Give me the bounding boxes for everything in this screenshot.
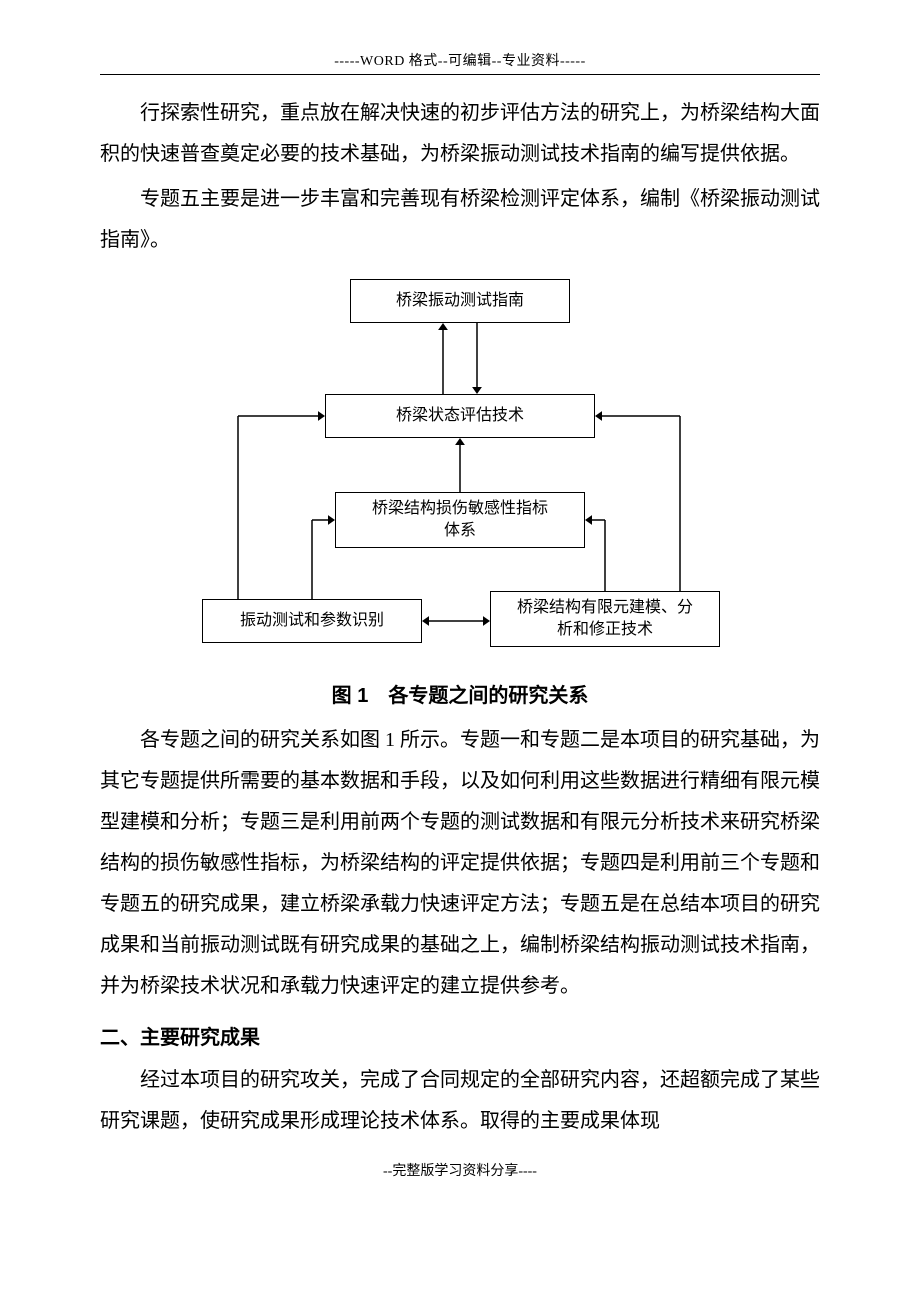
- flowchart-node-n3: 桥梁结构损伤敏感性指标体系: [335, 492, 585, 548]
- paragraph-3: 各专题之间的研究关系如图 1 所示。专题一和专题二是本项目的研究基础，为其它专题…: [100, 720, 820, 1007]
- paragraph-4: 经过本项目的研究攻关，完成了合同规定的全部研究内容，还超额完成了某些研究课题，使…: [100, 1060, 820, 1142]
- page-footer: --完整版学习资料分享----: [100, 1160, 820, 1180]
- flowchart-node-n4: 振动测试和参数识别: [202, 599, 422, 643]
- heading-section-2: 二、主要研究成果: [100, 1021, 820, 1050]
- figure-caption: 图 1 各专题之间的研究关系: [100, 679, 820, 708]
- paragraph-2: 专题五主要是进一步丰富和完善现有桥梁检测评定体系，编制《桥梁振动测试指南》。: [100, 179, 820, 261]
- flowchart-node-n5: 桥梁结构有限元建模、分析和修正技术: [490, 591, 720, 647]
- flowchart-node-n1: 桥梁振动测试指南: [350, 279, 570, 323]
- flowchart-node-n2: 桥梁状态评估技术: [325, 394, 595, 438]
- page-header: -----WORD 格式--可编辑--专业资料-----: [100, 50, 820, 75]
- figure-1: 桥梁振动测试指南桥梁状态评估技术桥梁结构损伤敏感性指标体系振动测试和参数识别 桥梁…: [100, 279, 820, 708]
- paragraph-1: 行探索性研究，重点放在解决快速的初步评估方法的研究上，为桥梁结构大面积的快速普查…: [100, 93, 820, 175]
- flowchart: 桥梁振动测试指南桥梁状态评估技术桥梁结构损伤敏感性指标体系振动测试和参数识别 桥梁…: [180, 279, 740, 669]
